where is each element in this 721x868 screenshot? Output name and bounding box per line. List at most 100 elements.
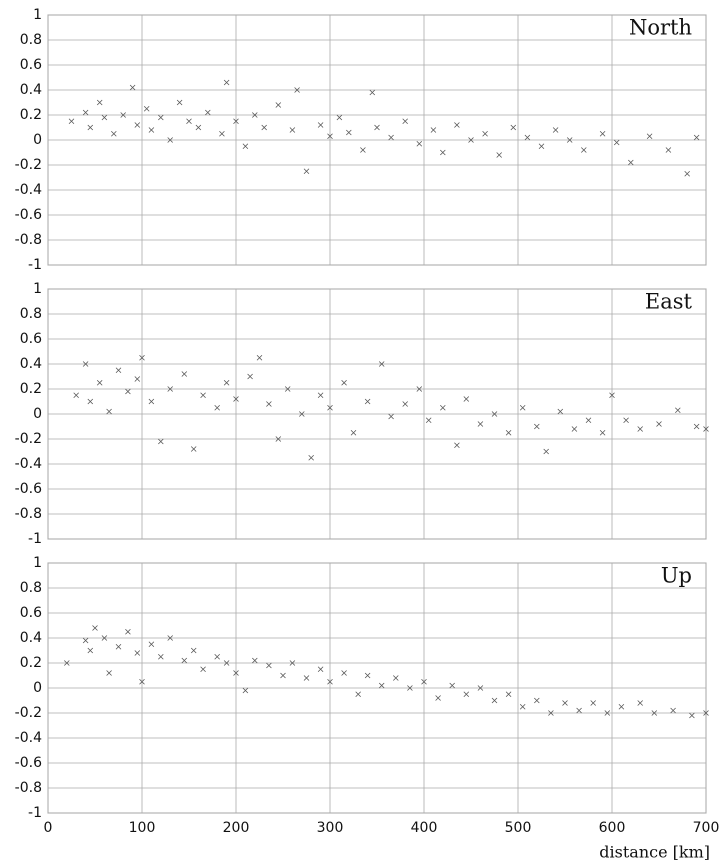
point xyxy=(449,682,455,689)
point xyxy=(223,79,230,86)
point xyxy=(96,379,103,386)
point xyxy=(223,379,230,386)
point xyxy=(604,710,611,716)
point xyxy=(374,124,380,131)
point xyxy=(689,712,695,719)
point xyxy=(275,102,282,108)
point xyxy=(148,127,155,133)
y-tick-label: 0.4 xyxy=(20,82,42,98)
point xyxy=(693,423,700,430)
point xyxy=(618,703,625,710)
point xyxy=(266,662,272,669)
point xyxy=(369,89,376,96)
point xyxy=(454,122,460,128)
point xyxy=(402,401,408,407)
point xyxy=(96,99,103,106)
point xyxy=(148,398,155,405)
x-tick-label: 300 xyxy=(317,820,344,836)
point xyxy=(303,168,310,175)
point xyxy=(327,404,333,411)
point xyxy=(425,417,432,424)
point xyxy=(261,124,267,131)
y-tick-label: -0.4 xyxy=(15,182,42,198)
point xyxy=(454,442,460,449)
point xyxy=(139,678,145,685)
point xyxy=(266,401,272,407)
point xyxy=(571,426,578,432)
x-tick-label: 100 xyxy=(129,820,156,836)
point xyxy=(646,133,653,140)
point xyxy=(303,675,310,681)
point xyxy=(129,84,136,91)
point xyxy=(327,678,333,685)
point xyxy=(393,675,399,681)
point xyxy=(327,133,333,140)
y-tick-label: 0.6 xyxy=(20,331,42,347)
point xyxy=(158,114,164,121)
y-tick-label: 1 xyxy=(33,281,42,297)
point xyxy=(252,112,258,118)
point xyxy=(651,710,658,716)
y-tick-label: 0.8 xyxy=(20,306,42,322)
point xyxy=(534,423,540,430)
point xyxy=(275,436,282,442)
y-tick-label: -0.6 xyxy=(15,481,42,497)
point xyxy=(219,130,225,137)
point xyxy=(463,691,470,698)
point xyxy=(134,376,141,382)
point xyxy=(548,710,554,716)
point xyxy=(510,124,517,131)
point xyxy=(115,367,122,374)
x-tick-label: 0 xyxy=(44,820,53,836)
point xyxy=(87,647,94,654)
y-tick-label: -1 xyxy=(28,257,42,273)
point xyxy=(247,373,253,380)
point xyxy=(477,685,484,691)
point xyxy=(684,170,690,177)
y-tick-label: 0 xyxy=(33,132,42,148)
y-tick-label: 0.8 xyxy=(20,580,42,596)
y-tick-label: 0.4 xyxy=(20,630,42,646)
point xyxy=(590,700,596,706)
point xyxy=(252,657,258,664)
point xyxy=(111,130,117,137)
point xyxy=(613,139,620,146)
point xyxy=(637,700,643,706)
point xyxy=(190,647,197,654)
point xyxy=(143,105,150,112)
point xyxy=(534,697,540,704)
point xyxy=(233,670,239,676)
y-tick-label: -0.4 xyxy=(15,730,42,746)
x-axis-label: distance [km] xyxy=(599,843,710,862)
point xyxy=(670,707,676,714)
point xyxy=(181,371,188,377)
y-tick-label: 0 xyxy=(33,680,42,696)
point xyxy=(336,114,343,121)
point xyxy=(585,417,592,424)
point xyxy=(317,122,324,128)
point xyxy=(693,134,700,141)
point xyxy=(416,386,423,392)
point xyxy=(101,635,108,641)
y-tick-label: -0.2 xyxy=(15,705,42,721)
point xyxy=(284,386,291,392)
y-tick-label: 0.8 xyxy=(20,32,42,48)
y-tick-label: -1 xyxy=(28,531,42,547)
point xyxy=(256,354,263,361)
panel-title: East xyxy=(645,290,693,314)
point xyxy=(482,130,488,137)
point xyxy=(430,127,437,133)
point xyxy=(289,660,296,666)
point xyxy=(92,625,98,631)
point xyxy=(552,127,559,133)
point xyxy=(675,407,681,414)
point xyxy=(364,398,371,405)
point xyxy=(158,438,164,445)
y-tick-label: -0.6 xyxy=(15,207,42,223)
point xyxy=(703,710,709,716)
point xyxy=(440,404,446,411)
point xyxy=(223,660,230,666)
y-tick-label: -0.2 xyxy=(15,431,42,447)
point xyxy=(562,700,568,706)
